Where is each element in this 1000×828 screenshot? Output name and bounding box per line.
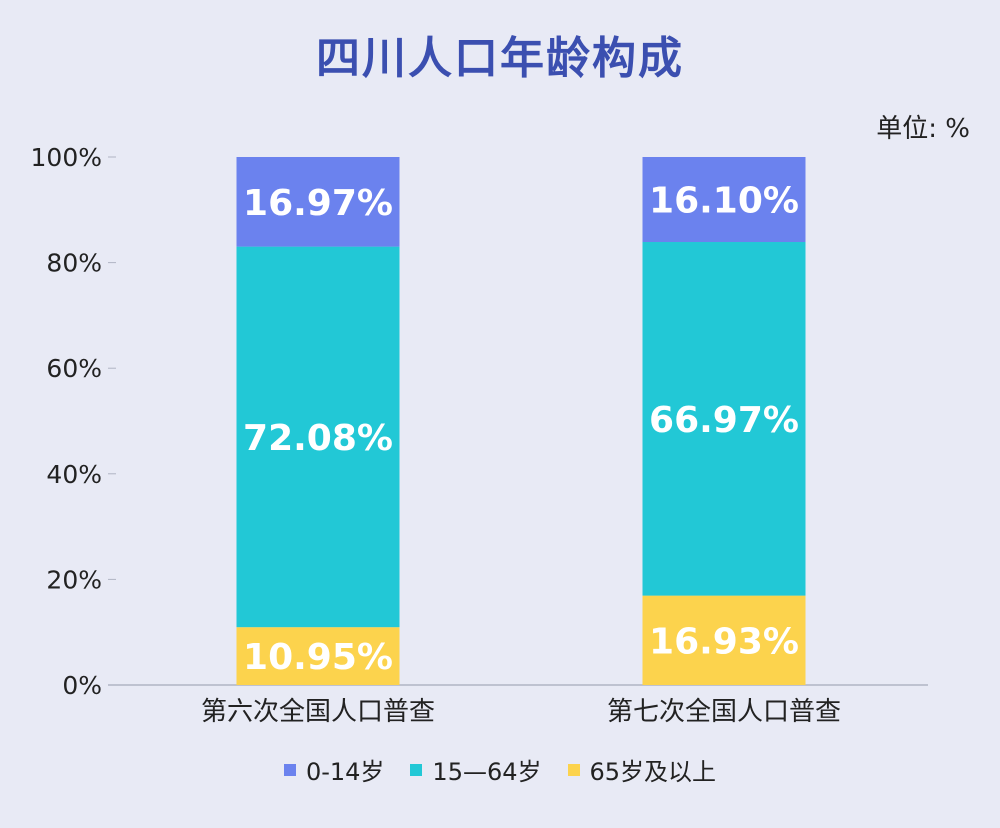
legend-item-15-64: 15—64岁 [410,752,542,787]
bar-segment [642,595,806,685]
data-label: 66.97% [649,400,799,441]
y-tick-label: 40% [46,460,102,489]
legend-label-65-plus: 65岁及以上 [589,758,717,786]
legend-swatch-0-14 [283,763,296,776]
bar-segment [642,242,806,596]
legend-label-15-64: 15—64岁 [432,758,542,786]
bar-segment [236,246,400,628]
y-tick-label: 100% [31,143,102,172]
y-tick-label: 60% [46,354,102,383]
data-label: 16.93% [649,621,799,662]
data-label: 72.08% [243,418,393,459]
data-label: 16.10% [649,181,799,222]
bar-segment [236,627,400,685]
data-label: 10.95% [243,637,393,678]
bar-segment [236,157,400,247]
x-tick-label: 第七次全国人口普查 [607,697,841,727]
legend: 0-14岁 15—64岁 65岁及以上 [0,752,1000,787]
legend-swatch-15-64 [410,763,423,776]
y-tick-label: 0% [62,671,102,700]
y-tick-label: 80% [46,249,102,278]
legend-item-0-14: 0-14岁 [283,752,385,787]
legend-label-0-14: 0-14岁 [305,758,385,786]
bar-segment [642,157,806,243]
legend-swatch-65-plus [567,763,580,776]
x-tick-label: 第六次全国人口普查 [201,697,435,727]
chart-title: 四川人口年龄构成 [316,33,684,84]
data-label: 16.97% [243,183,393,224]
y-tick-label: 20% [46,565,102,594]
legend-item-65-plus: 65岁及以上 [567,752,717,787]
unit-label: 单位: % [876,114,970,144]
